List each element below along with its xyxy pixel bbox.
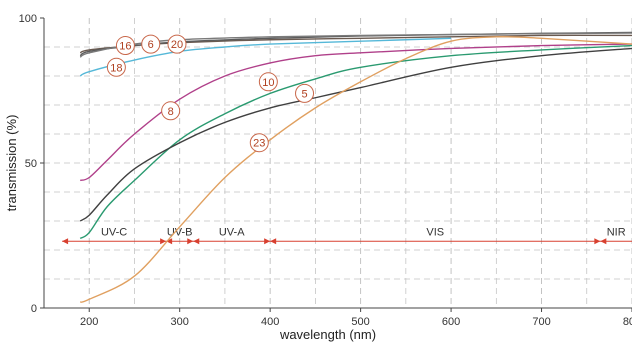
band-label: UV-A — [219, 226, 245, 238]
band-arrow-left — [600, 238, 607, 245]
band-label: NIR — [607, 226, 626, 238]
curve-label-10: 10 — [262, 77, 274, 89]
x-tick-label: 400 — [261, 316, 279, 328]
x-tick-label: 800 — [623, 316, 632, 328]
curve-label-circle — [258, 72, 278, 92]
curve-label-circle — [141, 34, 161, 54]
y-tick-label: 50 — [25, 158, 37, 170]
curve-label-5: 5 — [301, 88, 307, 100]
band-label: UV-B — [167, 226, 193, 238]
band-arrow-right — [187, 238, 194, 245]
y-tick-label: 0 — [31, 303, 37, 315]
curve-label-6: 6 — [148, 39, 154, 51]
curve-label-circle — [161, 101, 181, 121]
curve-label-circle — [115, 36, 135, 56]
curve-label-16: 16 — [119, 41, 131, 53]
curve-label-20: 20 — [171, 39, 183, 51]
series-line-23 — [79, 36, 632, 303]
curve-label-circle — [167, 34, 187, 54]
band-arrow-right — [264, 238, 271, 245]
curve-label-23: 23 — [253, 138, 265, 150]
series-lines — [79, 31, 632, 303]
band-arrow-left — [193, 238, 200, 245]
x-tick-label: 700 — [532, 316, 550, 328]
x-tick-label: 200 — [80, 316, 98, 328]
axes: 200 300 400 500 600 700 800 0 50 100 — [19, 13, 632, 328]
series-line-5 — [79, 47, 632, 222]
curve-label-8: 8 — [168, 106, 174, 118]
band-arrow-left — [166, 238, 173, 245]
x-tick-label: 500 — [351, 316, 369, 328]
grid — [44, 18, 632, 308]
band-arrow-left — [62, 238, 69, 245]
y-tick-label: 100 — [19, 13, 37, 25]
band-arrow-right — [160, 238, 167, 245]
curve-label-circle — [106, 57, 126, 77]
series-line-8 — [79, 43, 632, 182]
band-label: UV-C — [101, 226, 127, 238]
series-line-10 — [79, 44, 632, 240]
curve-label-circle — [295, 83, 315, 103]
band-label: VIS — [426, 226, 444, 238]
curve-labels: 16 6 20 18 8 10 5 23 — [106, 34, 315, 153]
y-axis-label: transmission (%) — [4, 115, 19, 212]
curve-label-circle — [249, 133, 269, 153]
x-tick-label: 600 — [442, 316, 460, 328]
curve-label-18: 18 — [110, 62, 122, 74]
x-axis-label: wavelength (nm) — [279, 327, 376, 342]
series-line-20 — [79, 32, 632, 58]
series-line-18 — [79, 37, 452, 77]
spectral-bands: UV-C UV-B UV-A VIS NIR — [62, 226, 632, 245]
band-arrow-left — [270, 238, 277, 245]
band-arrow-right — [594, 238, 601, 245]
x-tick-label: 300 — [171, 316, 189, 328]
